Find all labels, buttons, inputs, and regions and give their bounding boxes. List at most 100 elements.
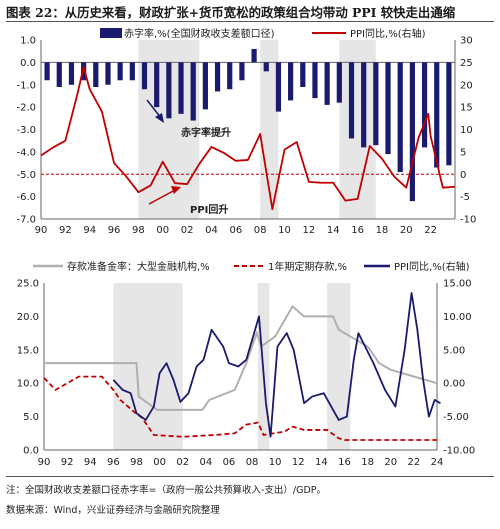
deficit-bar [373, 62, 379, 146]
x-tick-label: 22 [424, 225, 437, 236]
deposit-rate-line [43, 375, 437, 441]
x-tick-label: 16 [351, 225, 364, 236]
x-tick-label: 96 [108, 225, 121, 236]
y-right-tick-label: -5 [460, 192, 470, 203]
x-tick-label: 14 [315, 457, 328, 468]
y-right-tick-label: 10.00 [443, 312, 472, 323]
legend-swatch-deficit [100, 28, 122, 38]
y-right-tick-label: 25 [460, 58, 473, 69]
annotation-arrow-ppi [148, 189, 176, 205]
legend-label-ppi: PPI同比,%(右轴) [394, 260, 470, 273]
x-tick-label: 24 [431, 457, 444, 468]
y-left-tick-label: 1.0 [20, 36, 36, 47]
deficit-bar [93, 62, 99, 87]
y-left-tick-label: -3.0 [16, 125, 36, 136]
x-tick-label: 90 [35, 225, 48, 236]
deficit-bar [239, 62, 245, 81]
x-tick-label: 04 [205, 225, 218, 236]
x-tick-label: 92 [61, 457, 74, 468]
deficit-bar [117, 62, 123, 81]
ppi-line [40, 65, 456, 211]
x-tick-label: 96 [107, 457, 120, 468]
deficit-bar [421, 62, 428, 148]
y-left-tick-label: -6.0 [16, 192, 36, 203]
y-right-tick-label: 0 [460, 170, 466, 181]
x-tick-label: 12 [292, 457, 305, 468]
deficit-bar [385, 62, 391, 155]
x-tick-label: 00 [153, 457, 166, 468]
y-left-tick-label: -2.0 [16, 103, 36, 114]
x-tick-label: 94 [83, 225, 96, 236]
y-left-tick-label: -4.0 [16, 147, 36, 158]
y-right-tick-label: -10 [460, 215, 476, 226]
x-tick-label: 10 [278, 225, 291, 236]
deficit-bar [166, 62, 172, 119]
y-left-tick-label: 5.0 [23, 412, 39, 423]
y-right-tick-label: 15.00 [443, 279, 472, 290]
deficit-bar [129, 62, 135, 81]
shaded-period [339, 40, 376, 219]
shaded-period [113, 283, 137, 450]
x-tick-label: 90 [38, 457, 51, 468]
reserve-ratio-line [44, 304, 438, 411]
legend-label-reserve: 存款准备金率：大型金融机构,% [67, 260, 210, 273]
x-tick-label: 20 [384, 457, 397, 468]
y-left-tick-label: -1.0 [16, 80, 36, 91]
shaded-period [136, 283, 183, 450]
x-tick-label: 12 [303, 225, 316, 236]
ppi-line [112, 292, 441, 438]
y-left-tick-label: 25.0 [17, 279, 39, 290]
y-left-tick-label: 0.0 [23, 446, 39, 457]
y-right-tick-label: 15 [460, 103, 473, 114]
x-tick-label: 92 [59, 225, 72, 236]
deficit-bar [68, 62, 75, 85]
x-tick-label: 10 [269, 457, 282, 468]
x-tick-label: 14 [327, 225, 340, 236]
deficit-bar [251, 48, 257, 63]
y-left-tick-label: 10.0 [17, 379, 39, 390]
deficit-bar [141, 62, 148, 90]
x-tick-label: 18 [376, 225, 389, 236]
y-right-tick-label: 0.00 [443, 379, 465, 390]
deficit-bar [324, 62, 330, 105]
x-tick-label: 02 [176, 457, 189, 468]
x-tick-label: 06 [229, 225, 242, 236]
panel-bottom: 25.0 20.0 15.0 10.0 5.0 0.0 15.00 10.00 5.00 0.00… [17, 260, 476, 468]
deficit-bar [275, 62, 282, 112]
y-left-tick-label: 0.0 [20, 58, 36, 69]
legend-label-ppi: PPI同比,%(右轴) [350, 27, 426, 40]
x-tick-label: 02 [181, 225, 194, 236]
deficit-bar [178, 62, 184, 114]
x-tick-label: 06 [223, 457, 236, 468]
x-tick-label: 20 [400, 225, 413, 236]
y-right-tick-label: 10 [460, 125, 473, 136]
x-tick-label: 04 [199, 457, 212, 468]
annotation-arrowhead-deficit [155, 113, 164, 123]
y-right-tick-label: 20 [460, 80, 473, 91]
x-tick-label: 16 [338, 457, 351, 468]
deficit-bar [44, 62, 50, 81]
deficit-bar [202, 62, 208, 110]
title-rule [6, 21, 494, 22]
y-right-tick-label: 5.00 [443, 345, 465, 356]
deficit-bar [227, 62, 233, 90]
x-tick-label: 18 [361, 457, 374, 468]
deficit-bar [361, 62, 367, 148]
footer-note: 注：全国财政收支差额口径赤字率=（政府一般公共预算收入-支出）/GDP。 [6, 485, 326, 496]
deficit-bar [288, 62, 294, 101]
annotation-ppi: PPI回升 [190, 203, 228, 216]
footer-source: 数据来源：Wind，兴业证券经济与金融研究院整理 [6, 505, 220, 516]
x-tick-label: 08 [246, 457, 259, 468]
x-tick-label: 08 [254, 225, 267, 236]
panel-top: 1.0 0.0 -1.0 -2.0 -3.0 -4.0 -5.0 -6.0 -7.0 30 25 20… [16, 27, 476, 236]
x-tick-label: 98 [130, 457, 143, 468]
deficit-bar [214, 62, 221, 92]
x-tick-label: 98 [132, 225, 145, 236]
y-right-tick-label: -5.00 [443, 412, 469, 423]
x-tick-label: 94 [84, 457, 97, 468]
chart-title: 图表 22：从历史来看，财政扩张+货币宽松的政策组合均带动 PPI 较快走出通缩 [6, 5, 456, 20]
deficit-bar [81, 62, 87, 81]
deficit-bar [56, 62, 62, 87]
deficit-bar [409, 62, 415, 202]
deficit-bar [397, 62, 403, 173]
